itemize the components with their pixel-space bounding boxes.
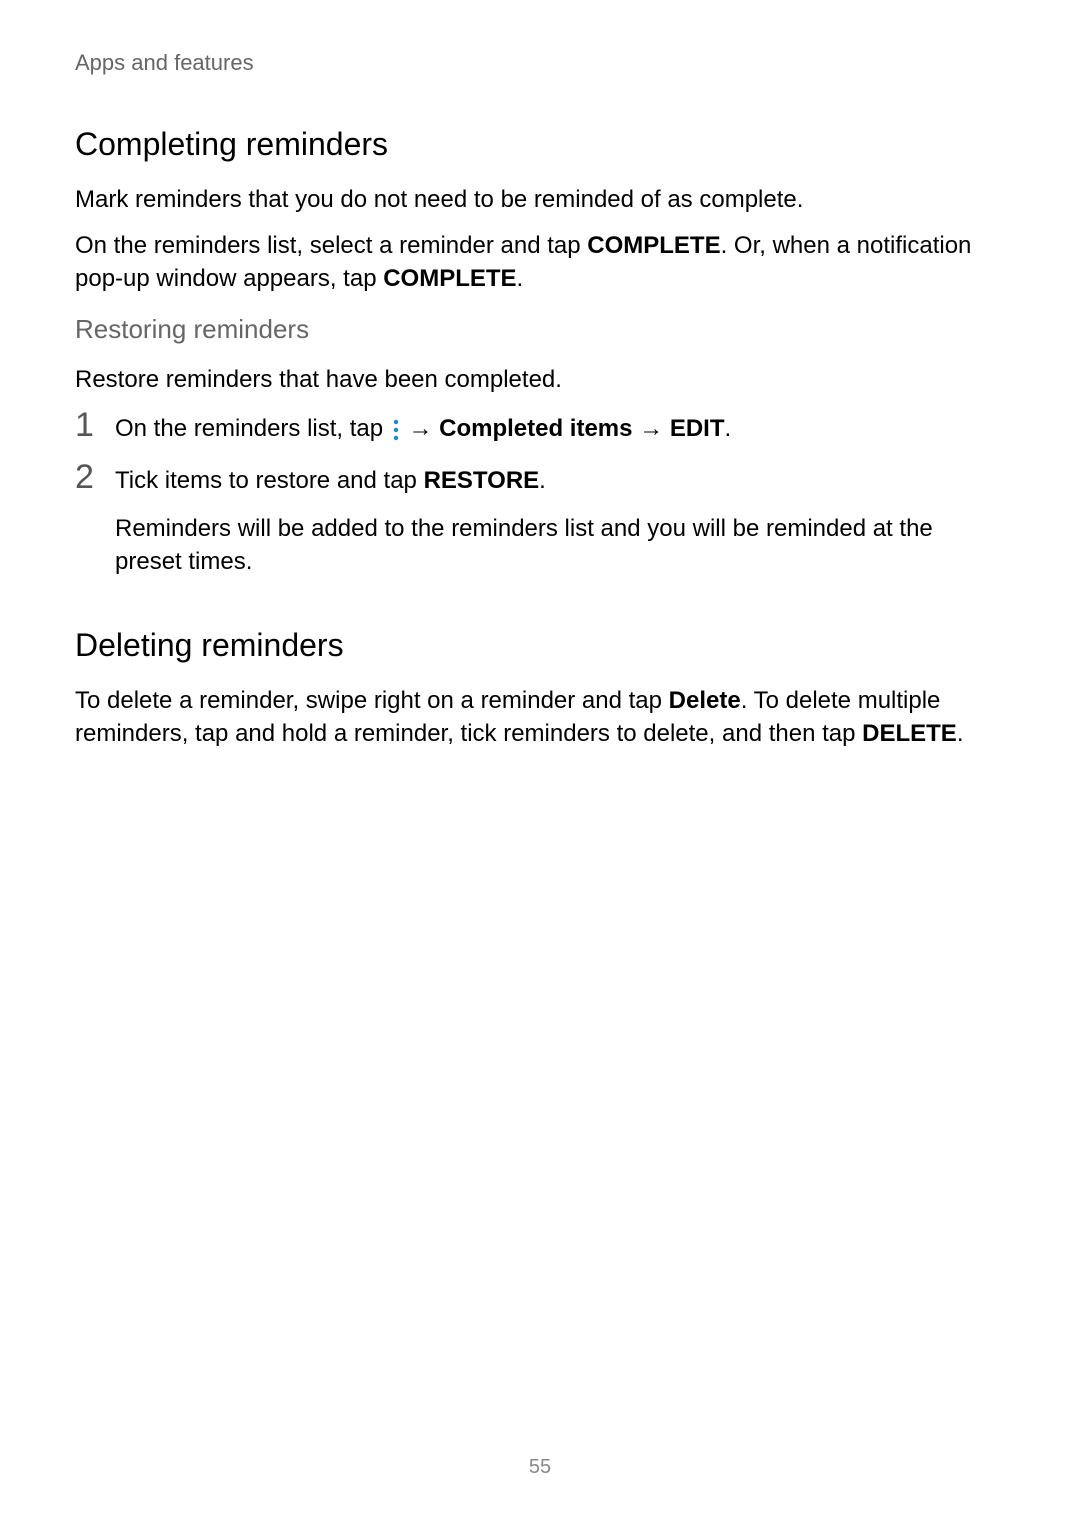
step-body: On the reminders list, tap → Completed i… bbox=[115, 412, 731, 446]
text-span: On the reminders list, select a reminder… bbox=[75, 232, 587, 259]
heading-restoring: Restoring reminders bbox=[75, 314, 1005, 345]
edit-label: EDIT bbox=[670, 415, 725, 442]
step-number: 1 bbox=[75, 408, 115, 442]
step-body: Tick items to restore and tap RESTORE. bbox=[115, 464, 546, 498]
heading-completing: Completing reminders bbox=[75, 126, 1005, 163]
step-number: 2 bbox=[75, 460, 115, 494]
completing-p1: Mark reminders that you do not need to b… bbox=[75, 183, 1005, 217]
text-span: Tick items to restore and tap bbox=[115, 467, 424, 494]
arrow: → bbox=[633, 415, 670, 442]
step-2-note: Reminders will be added to the reminders… bbox=[115, 512, 1005, 579]
text-span: . bbox=[539, 467, 546, 494]
more-options-icon bbox=[392, 419, 400, 441]
complete-label-2: COMPLETE bbox=[383, 265, 516, 292]
step-1: 1 On the reminders list, tap → Completed… bbox=[75, 408, 1005, 446]
breadcrumb: Apps and features bbox=[75, 50, 1005, 76]
completing-p2: On the reminders list, select a reminder… bbox=[75, 229, 1005, 296]
delete-label-1: Delete bbox=[669, 687, 741, 714]
arrow: → bbox=[402, 415, 439, 442]
text-span: To delete a reminder, swipe right on a r… bbox=[75, 687, 669, 714]
delete-label-2: DELETE bbox=[862, 720, 957, 747]
restoring-intro: Restore reminders that have been complet… bbox=[75, 363, 1005, 397]
deleting-p1: To delete a reminder, swipe right on a r… bbox=[75, 684, 1005, 751]
restore-label: RESTORE bbox=[424, 467, 540, 494]
text-span: . bbox=[957, 720, 964, 747]
complete-label-1: COMPLETE bbox=[587, 232, 720, 259]
page-number: 55 bbox=[0, 1456, 1080, 1479]
text-span: . bbox=[517, 265, 524, 292]
text-span: On the reminders list, tap bbox=[115, 415, 390, 442]
page-content: Apps and features Completing reminders M… bbox=[0, 0, 1080, 751]
step-2: 2 Tick items to restore and tap RESTORE. bbox=[75, 460, 1005, 498]
heading-deleting: Deleting reminders bbox=[75, 627, 1005, 664]
completed-items-label: Completed items bbox=[439, 415, 632, 442]
text-span: . bbox=[725, 415, 732, 442]
